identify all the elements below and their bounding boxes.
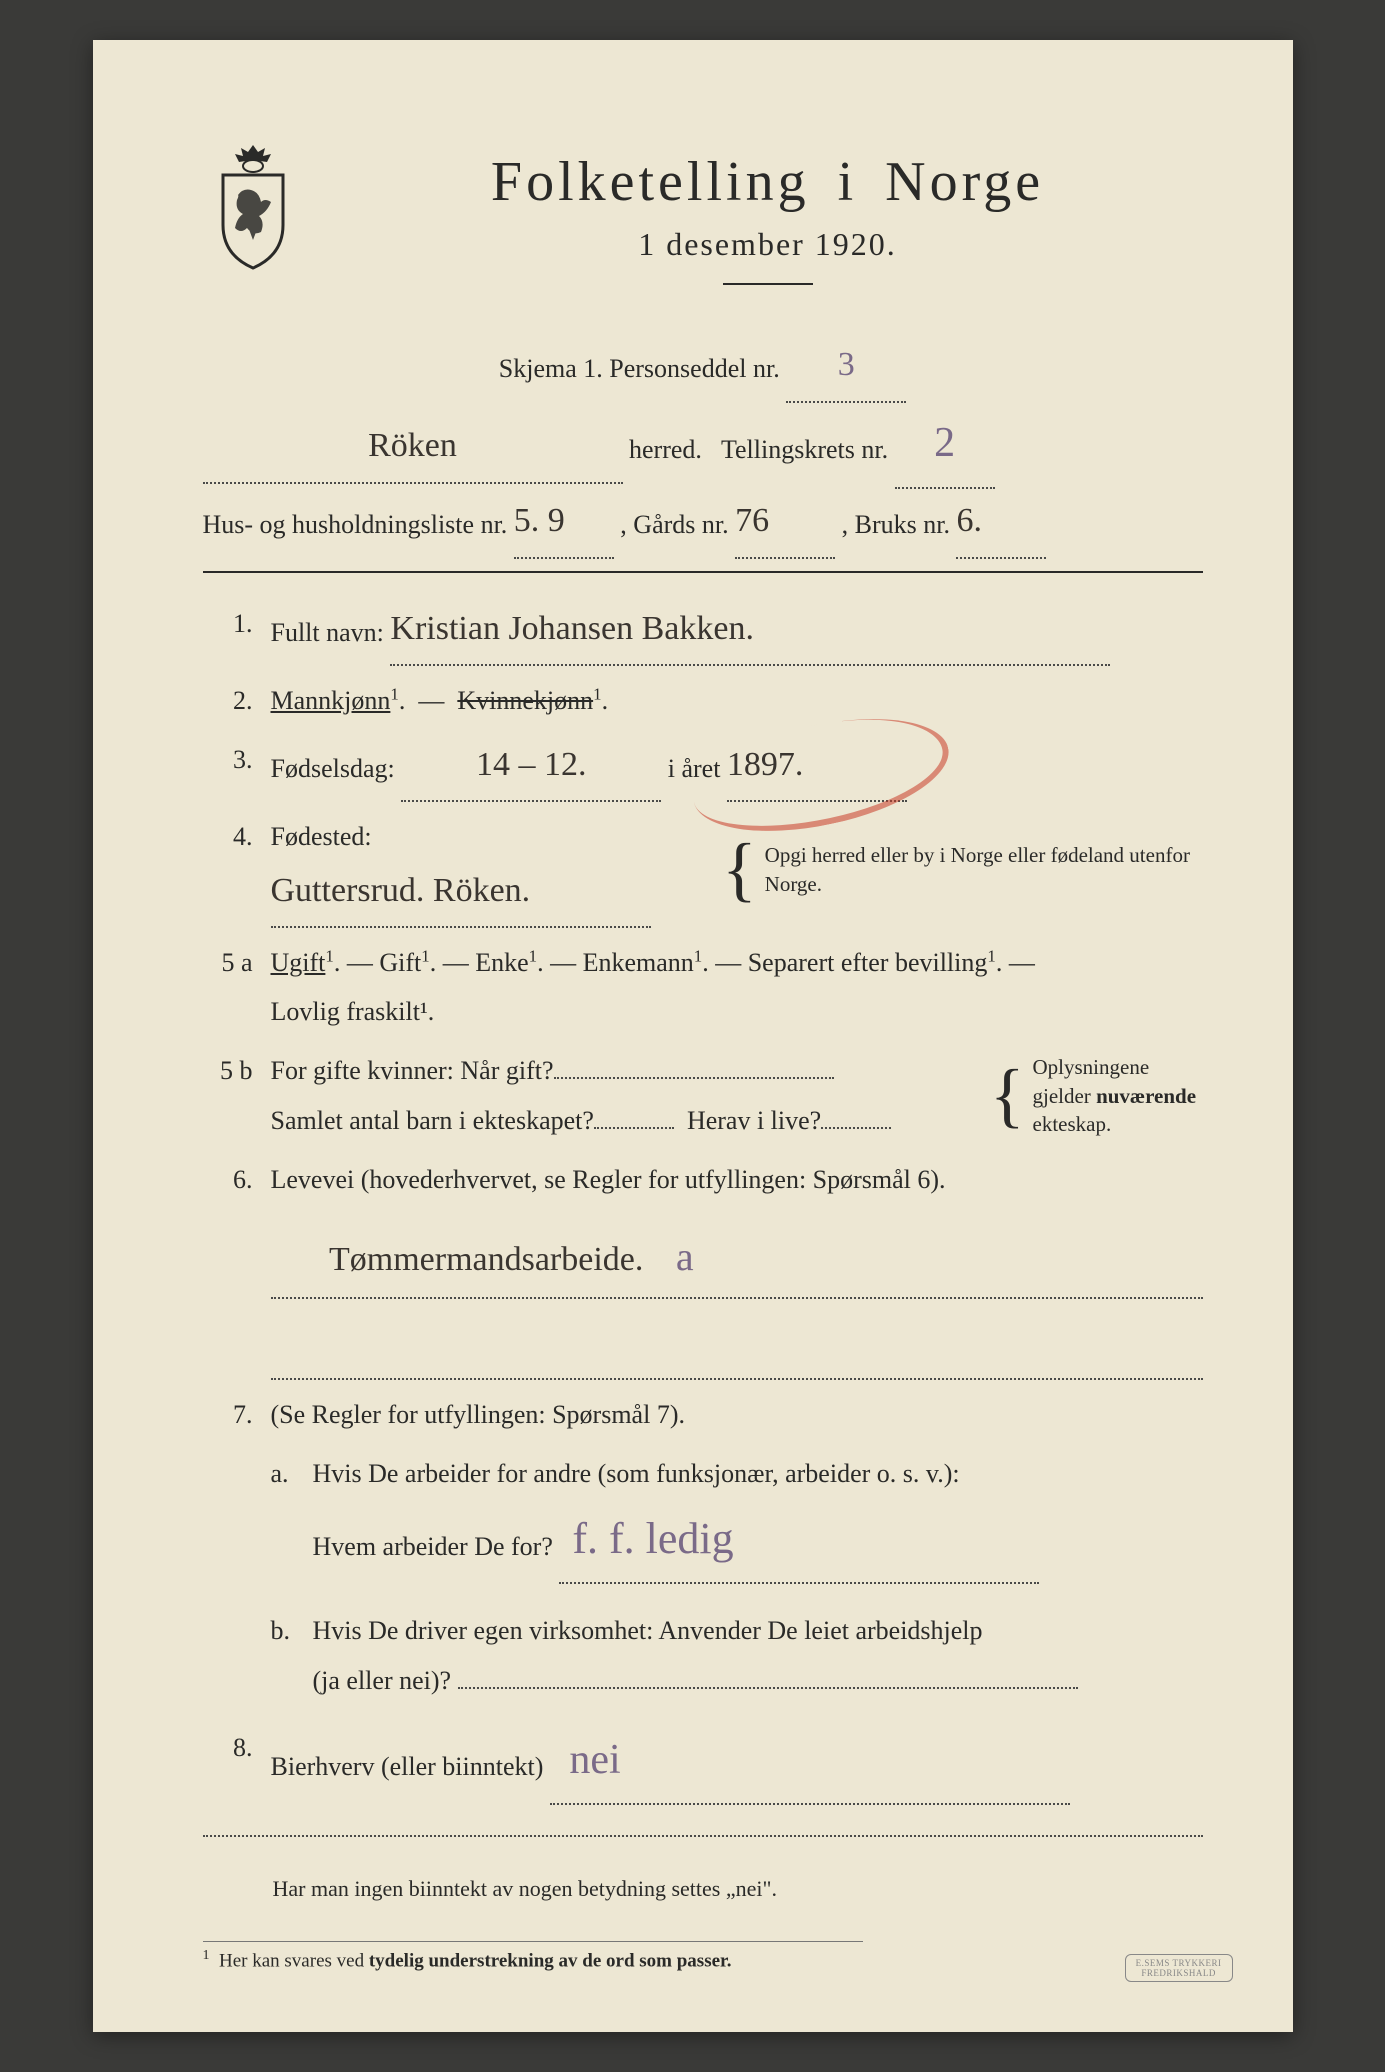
hus-label1: Hus- og husholdningsliste nr. xyxy=(203,510,508,539)
hus-v1: 5. 9 xyxy=(514,487,565,555)
q4-value: Guttersrud. Röken. xyxy=(271,859,531,924)
hint-line: Har man ingen biinntekt av nogen betydni… xyxy=(203,1867,1203,1911)
q7-label: (Se Regler for utfyllingen: Spørsmål 7). xyxy=(271,1390,1203,1439)
brace-icon: { xyxy=(990,1083,1025,1108)
q7a-value: f. f. ledig xyxy=(572,1497,733,1581)
q6-label: Levevei (hovederhvervet, se Regler for u… xyxy=(271,1165,946,1194)
herred-name: Röken xyxy=(368,412,457,480)
question-1: 1. Fullt navn: Kristian Johansen Bakken. xyxy=(203,599,1203,666)
brace-icon: { xyxy=(722,857,757,882)
skjema-label: Skjema 1. Personseddel nr. xyxy=(499,354,780,383)
section-divider xyxy=(203,571,1203,573)
q7-num: 7. xyxy=(203,1390,253,1705)
krets-nr: 2 xyxy=(934,401,955,485)
divider xyxy=(723,283,813,285)
q1-num: 1. xyxy=(203,599,253,666)
q7a-label: a. xyxy=(271,1449,299,1584)
question-5a: 5 a Ugift1. — Gift1. — Enke1. — Enkemann… xyxy=(203,938,1203,1037)
herred-label: herred. xyxy=(629,435,702,464)
question-6: 6. Levevei (hovederhvervet, se Regler fo… xyxy=(203,1155,1203,1380)
q7a-text1: Hvis De arbeider for andre (som funksjon… xyxy=(313,1449,1203,1498)
census-form-page: Folketelling i Norge 1 desember 1920. Sk… xyxy=(93,40,1293,2032)
subtitle: 1 desember 1920. xyxy=(333,226,1203,263)
question-5b: 5 b For gifte kvinner: Når gift? Samlet … xyxy=(203,1046,1203,1145)
dotted-rule xyxy=(203,1835,1203,1837)
q6-num: 6. xyxy=(203,1155,253,1380)
line-hus: Hus- og husholdningsliste nr. 5. 9 , Går… xyxy=(203,489,1203,559)
header: Folketelling i Norge 1 desember 1920. xyxy=(203,140,1203,313)
q5a-line2: Lovlig fraskilt¹. xyxy=(271,987,1203,1036)
footnote: 1 Her kan svares ved tydelig understrekn… xyxy=(203,1941,863,1972)
hus-label3: , Bruks nr. xyxy=(842,510,950,539)
q1-value: Kristian Johansen Bakken. xyxy=(390,597,754,662)
q2-kvinne: Kvinnekjønn xyxy=(457,686,593,715)
q2-num: 2. xyxy=(203,676,253,725)
question-3: 3. Fødselsdag: 14 – 12. i året 1897. xyxy=(203,735,1203,802)
line-herred: Röken herred. Tellingskrets nr. 2 xyxy=(203,403,1203,489)
krets-label: Tellingskrets nr. xyxy=(721,435,888,464)
printer-stamp: E.SEMS TRYKKERIFREDRIKSHALD xyxy=(1125,1954,1233,1982)
q6-value: Tømmermandsarbeide. xyxy=(329,1228,643,1293)
question-8: 8. Bierhverv (eller biinntekt) nei xyxy=(203,1723,1203,1805)
footnote-num: 1 xyxy=(203,1948,210,1963)
q5a-num: 5 a xyxy=(203,938,253,1037)
hus-v3: 6. xyxy=(956,487,982,555)
q7b-label: b. xyxy=(271,1606,299,1705)
q3-label1: Fødselsdag: xyxy=(271,754,395,783)
q8-label: Bierhverv (eller biinntekt) xyxy=(271,1752,544,1781)
q2-mann: Mannkjønn xyxy=(271,686,391,715)
q3-label2: i året xyxy=(668,754,721,783)
footnote-bold: tydelig understrekning av de ord som pas… xyxy=(369,1950,732,1971)
q5b-num: 5 b xyxy=(203,1046,253,1145)
q8-num: 8. xyxy=(203,1723,253,1805)
q8-value: nei xyxy=(569,1721,620,1801)
hus-v2: 76 xyxy=(735,487,769,555)
q7b-text1: Hvis De driver egen virksomhet: Anvender… xyxy=(313,1606,1203,1655)
main-title: Folketelling i Norge xyxy=(333,150,1203,214)
title-block: Folketelling i Norge 1 desember 1920. xyxy=(333,140,1203,313)
q4-label: Fødested: xyxy=(271,822,372,851)
q5b-l1: For gifte kvinner: Når gift? xyxy=(271,1056,554,1085)
q7a-text2: Hvem arbeider De for? xyxy=(313,1532,553,1561)
q3-num: 3. xyxy=(203,735,253,802)
footnote-before: Her kan svares ved xyxy=(219,1950,369,1971)
q7b-text2: (ja eller nei)? xyxy=(313,1666,452,1695)
q6-annotation: a xyxy=(676,1219,694,1295)
q5b-l3: Herav i live? xyxy=(687,1106,821,1135)
q3-v2: 1897. xyxy=(727,733,804,798)
hus-label2: , Gårds nr. xyxy=(620,510,728,539)
q1-label: Fullt navn: xyxy=(271,618,384,647)
q3-v1: 14 – 12. xyxy=(476,733,587,798)
coat-of-arms-icon xyxy=(203,140,303,270)
question-2: 2. Mannkjønn1. — Kvinnekjønn1. xyxy=(203,676,1203,725)
line-skjema: Skjema 1. Personseddel nr. 3 xyxy=(203,333,1203,403)
personseddel-nr: 3 xyxy=(838,331,855,399)
question-7: 7. (Se Regler for utfyllingen: Spørsmål … xyxy=(203,1390,1203,1705)
q4-num: 4. xyxy=(203,812,253,928)
q4-bracket: Opgi herred eller by i Norge eller fødel… xyxy=(765,841,1203,898)
question-4: 4. Fødested: Guttersrud. Röken. { Opgi h… xyxy=(203,812,1203,928)
q5b-l2: Samlet antal barn i ekteskapet? xyxy=(271,1106,594,1135)
